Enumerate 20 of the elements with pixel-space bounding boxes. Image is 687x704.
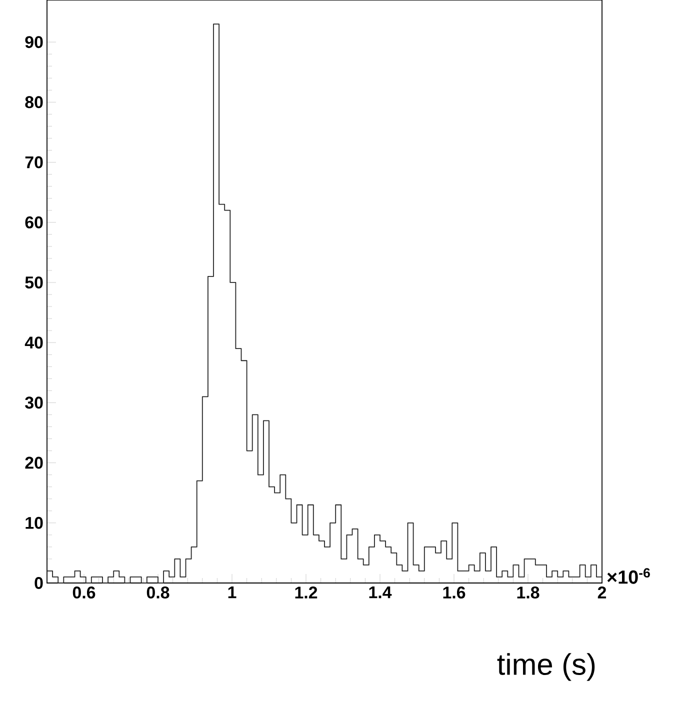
y-tick-label: 40 — [24, 336, 43, 349]
y-tick-label: 10 — [26, 516, 43, 529]
x-tick-label: 1 — [228, 586, 236, 598]
y-tick-label: 20 — [25, 456, 43, 469]
y-tick-label: 60 — [25, 216, 43, 228]
y-tick-label: 70 — [25, 156, 43, 168]
x-tick-label: 1.8 — [517, 586, 540, 599]
y-tick-label: 90 — [25, 36, 43, 48]
x-tick-label: 2 — [598, 586, 606, 598]
text: ×10$^{-6}$ — [607, 568, 650, 584]
y-tick-label: 80 — [25, 96, 43, 108]
x-tick-label: 1.2 — [295, 586, 318, 598]
x-tick-label: 1.4 — [369, 586, 392, 598]
x-tick-label: 0.6 — [72, 586, 96, 599]
y-tick-label: 30 — [25, 396, 43, 409]
y-tick-label: 50 — [25, 276, 43, 288]
x-axis-title: time (s) — [497, 653, 595, 681]
x-tick-label: 0.8 — [146, 586, 170, 599]
y-tick-label: 0 — [34, 577, 43, 589]
x-tick-label: 1.6 — [443, 586, 466, 599]
